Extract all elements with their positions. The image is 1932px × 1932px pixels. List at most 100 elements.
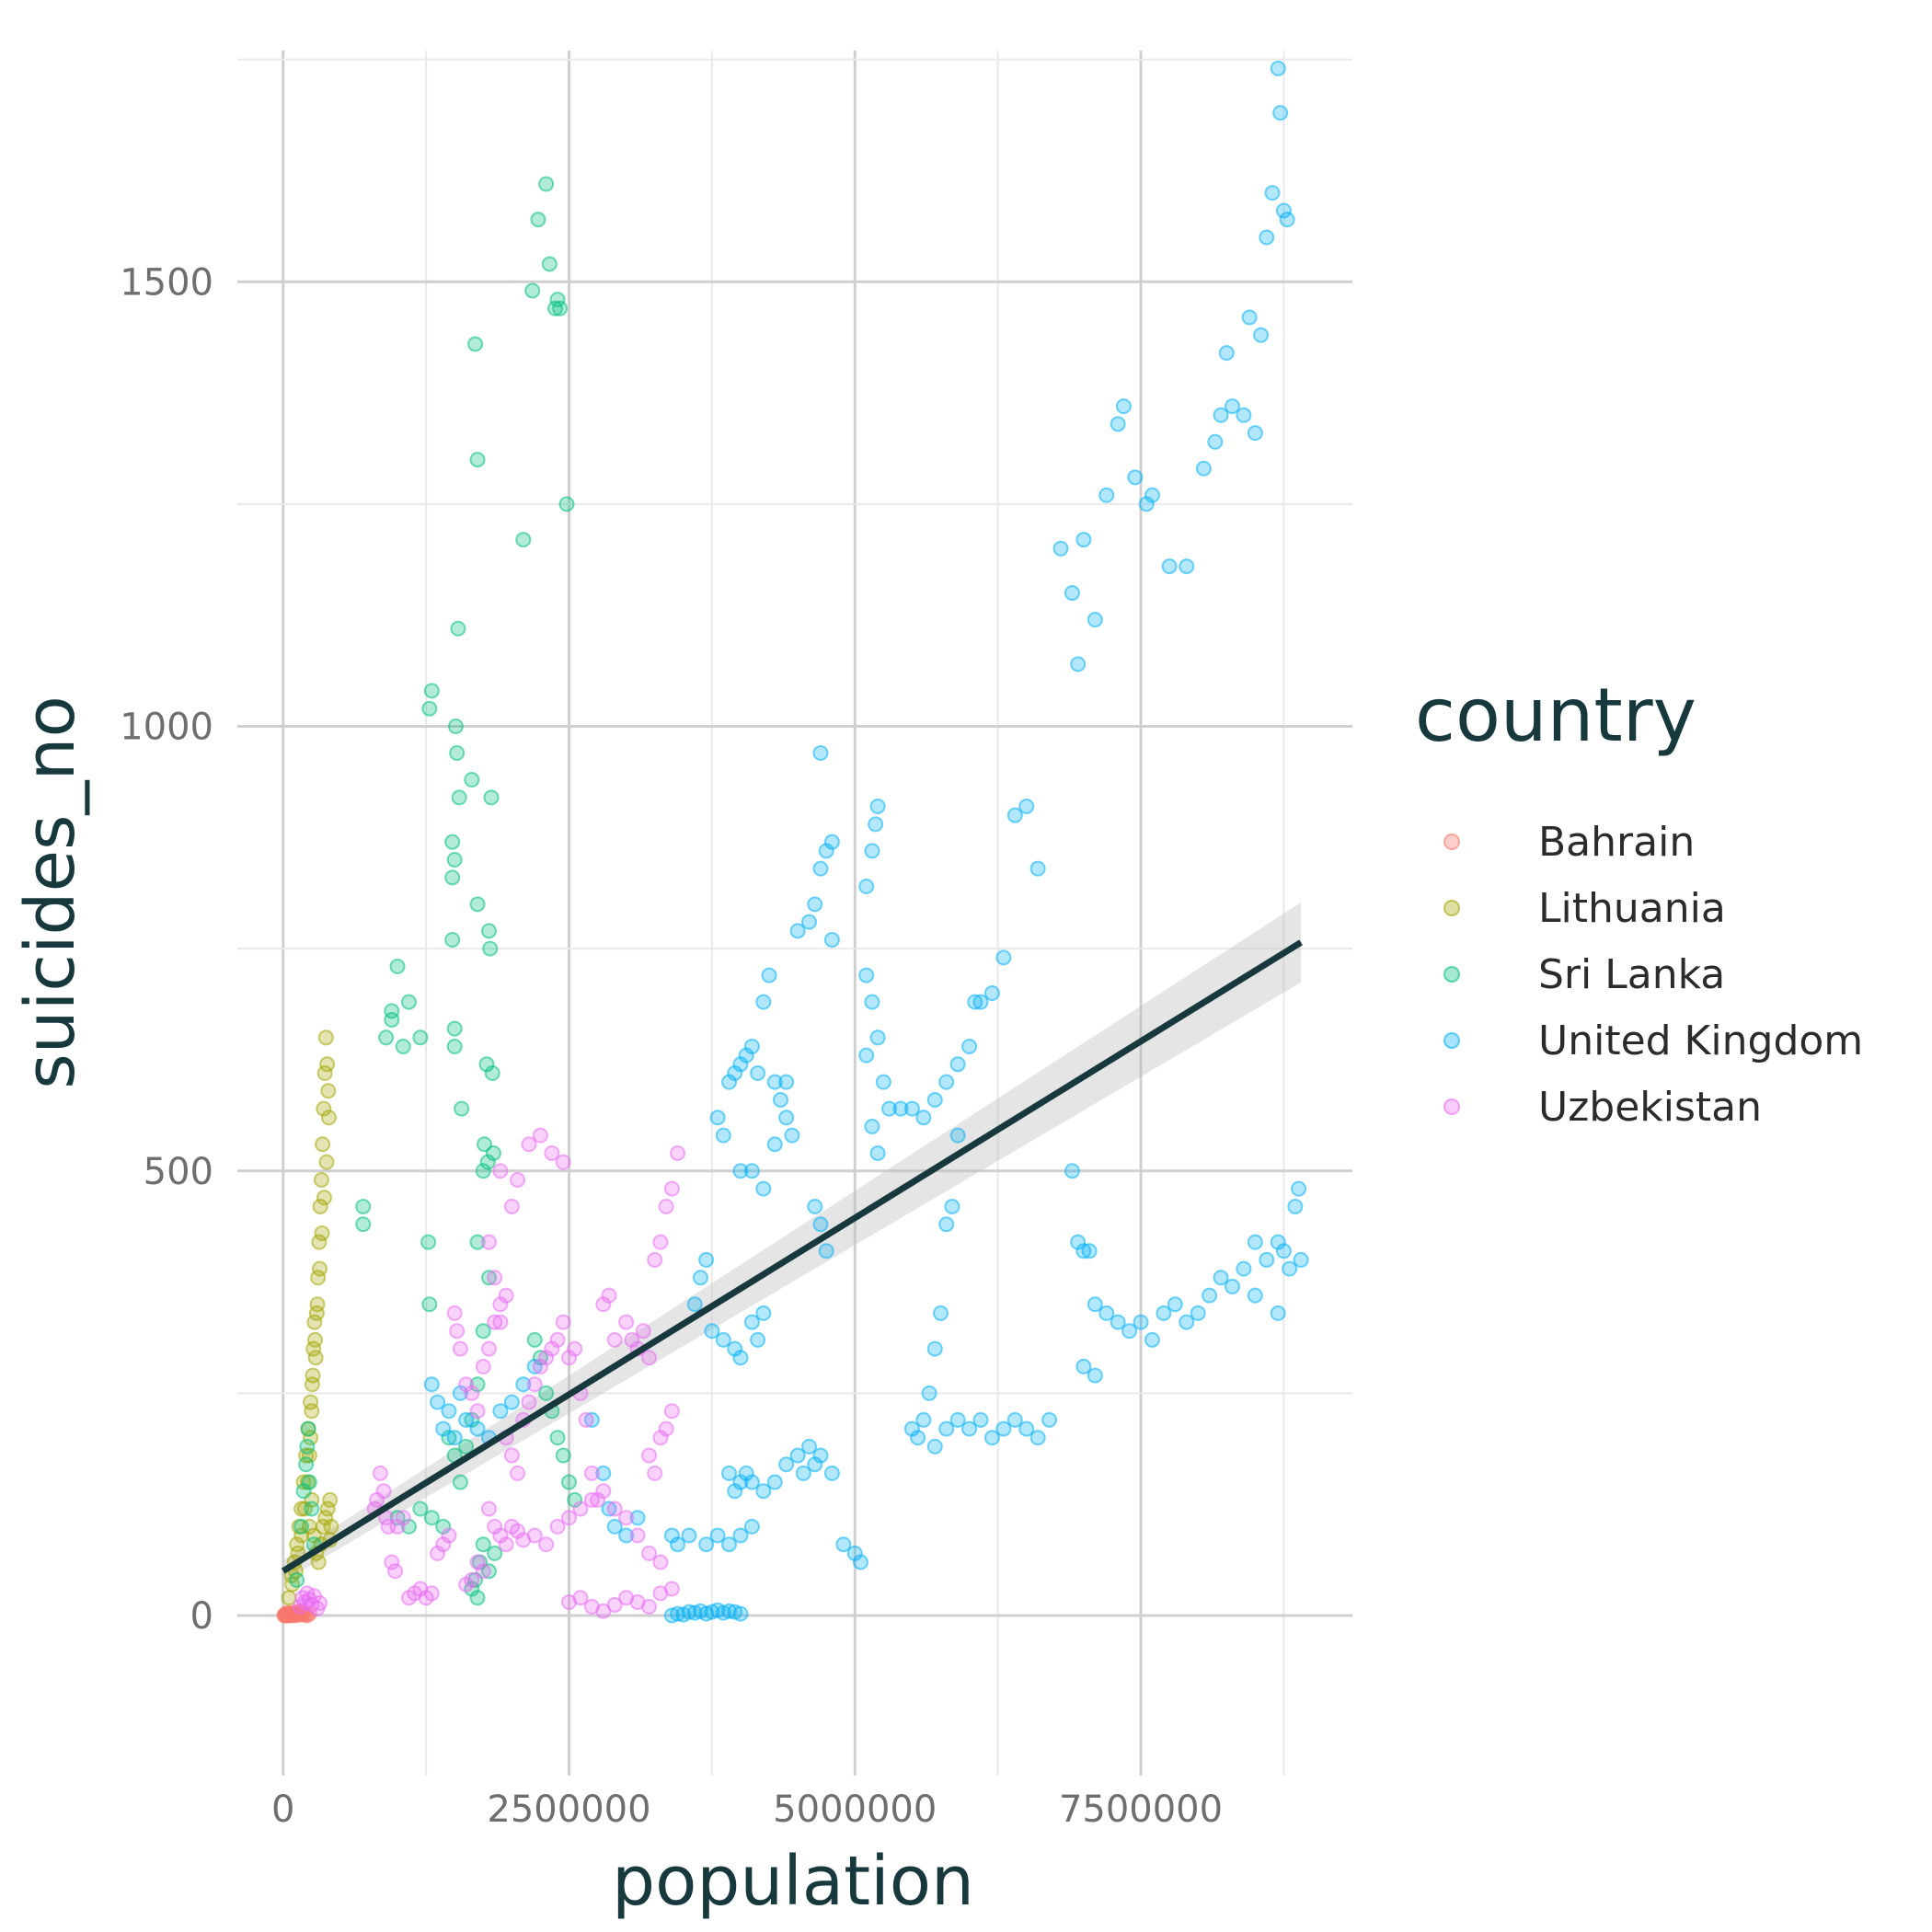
data-point	[515, 1376, 532, 1393]
data-point	[299, 1438, 316, 1455]
data-point	[944, 1198, 960, 1214]
y-axis-title: suicides_no	[11, 696, 90, 1089]
data-point	[652, 1234, 669, 1250]
data-point	[709, 1527, 726, 1544]
data-point	[618, 1510, 635, 1526]
data-point	[823, 834, 840, 850]
data-point	[766, 1136, 783, 1153]
y-tick-label: 1000	[120, 707, 213, 749]
data-point	[1279, 212, 1295, 228]
data-point	[1224, 398, 1240, 415]
data-point	[541, 256, 558, 272]
series-lithuania	[281, 1029, 339, 1606]
data-point	[750, 1331, 766, 1348]
data-point	[469, 896, 486, 913]
data-point	[1282, 1260, 1298, 1277]
data-point	[1133, 1314, 1149, 1330]
data-point	[320, 1083, 337, 1099]
data-point	[949, 1056, 966, 1073]
data-point	[526, 1358, 543, 1374]
y-axis-ticks: 0 500 1000 1500	[120, 261, 213, 1638]
data-point	[641, 1598, 658, 1615]
legend-label: Uzbekistan	[1538, 1084, 1762, 1131]
x-tick-label: 5000000	[773, 1788, 937, 1831]
data-point	[698, 1251, 715, 1268]
data-point	[305, 1367, 321, 1384]
data-point	[606, 1518, 623, 1535]
data-point	[423, 1510, 440, 1526]
data-point	[926, 1091, 943, 1108]
data-point	[309, 1296, 326, 1313]
data-point	[670, 1605, 686, 1622]
data-point	[319, 1501, 336, 1517]
data-point	[1241, 309, 1258, 326]
data-point	[441, 1403, 457, 1420]
data-point	[449, 745, 466, 762]
data-point	[532, 1127, 548, 1144]
data-point	[322, 1491, 339, 1508]
data-point	[1213, 407, 1229, 423]
data-point	[755, 1483, 772, 1500]
data-point	[743, 1163, 760, 1179]
data-point	[320, 1110, 337, 1126]
data-point	[755, 1305, 772, 1321]
legend-title: country	[1415, 673, 1696, 758]
data-point	[484, 1064, 500, 1081]
data-point	[641, 1545, 658, 1561]
data-point	[510, 1171, 526, 1188]
data-point	[526, 1527, 543, 1544]
data-point	[492, 1403, 509, 1420]
data-point	[485, 1144, 501, 1161]
data-point	[835, 1536, 852, 1553]
data-point	[1236, 407, 1252, 423]
data-point	[1207, 433, 1224, 450]
data-point	[1275, 202, 1292, 219]
data-point	[395, 1510, 411, 1526]
data-point	[458, 1411, 475, 1428]
y-tick-label: 1500	[120, 261, 213, 304]
data-point	[652, 1554, 669, 1570]
data-point	[868, 816, 884, 833]
data-point	[858, 967, 875, 983]
data-point	[538, 1536, 555, 1553]
data-point	[544, 1144, 560, 1161]
data-point	[692, 1270, 708, 1286]
data-point	[926, 1438, 943, 1455]
data-point	[1275, 1243, 1292, 1259]
data-point	[938, 1216, 955, 1233]
data-point	[521, 1394, 537, 1410]
data-point	[961, 1038, 978, 1054]
data-point	[475, 1358, 491, 1374]
data-point	[480, 1563, 497, 1580]
data-point	[312, 1595, 328, 1611]
data-point	[743, 1518, 760, 1535]
data-point	[658, 1198, 674, 1214]
data-point	[1064, 585, 1080, 602]
data-point	[721, 1536, 738, 1553]
data-point	[312, 1260, 328, 1277]
data-point	[572, 1501, 589, 1517]
data-point	[704, 1323, 720, 1340]
data-point	[583, 1491, 600, 1508]
data-point	[864, 994, 880, 1010]
data-point	[555, 1447, 571, 1464]
data-point	[1270, 1305, 1286, 1321]
data-point	[378, 1029, 395, 1046]
data-point	[510, 1465, 526, 1481]
series-sri-lanka	[289, 176, 583, 1606]
legend: country Bahrain Lithuania Sri Lanka United …	[1415, 673, 1863, 1131]
data-point	[766, 1474, 783, 1490]
data-point	[823, 1465, 840, 1481]
data-point	[601, 1501, 617, 1517]
data-point	[1110, 416, 1126, 432]
data-point	[1202, 1287, 1218, 1304]
data-point	[526, 1376, 543, 1393]
data-point	[475, 1563, 491, 1580]
data-point	[926, 1340, 943, 1357]
data-point	[938, 1074, 955, 1090]
data-point	[1224, 1278, 1240, 1294]
data-point	[1052, 540, 1069, 557]
legend-item-bahrain: Bahrain	[1443, 819, 1695, 866]
data-point	[583, 1465, 600, 1481]
data-point	[743, 1474, 760, 1490]
